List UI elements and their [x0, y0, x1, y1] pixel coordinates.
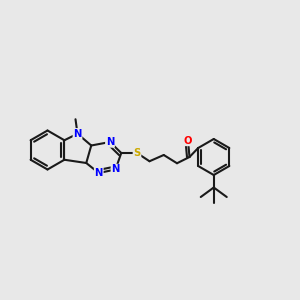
Text: N: N [73, 129, 82, 139]
Text: N: N [94, 168, 103, 178]
Text: O: O [184, 136, 192, 146]
Text: N: N [111, 164, 120, 175]
Text: S: S [134, 148, 141, 158]
Text: N: N [106, 137, 114, 147]
